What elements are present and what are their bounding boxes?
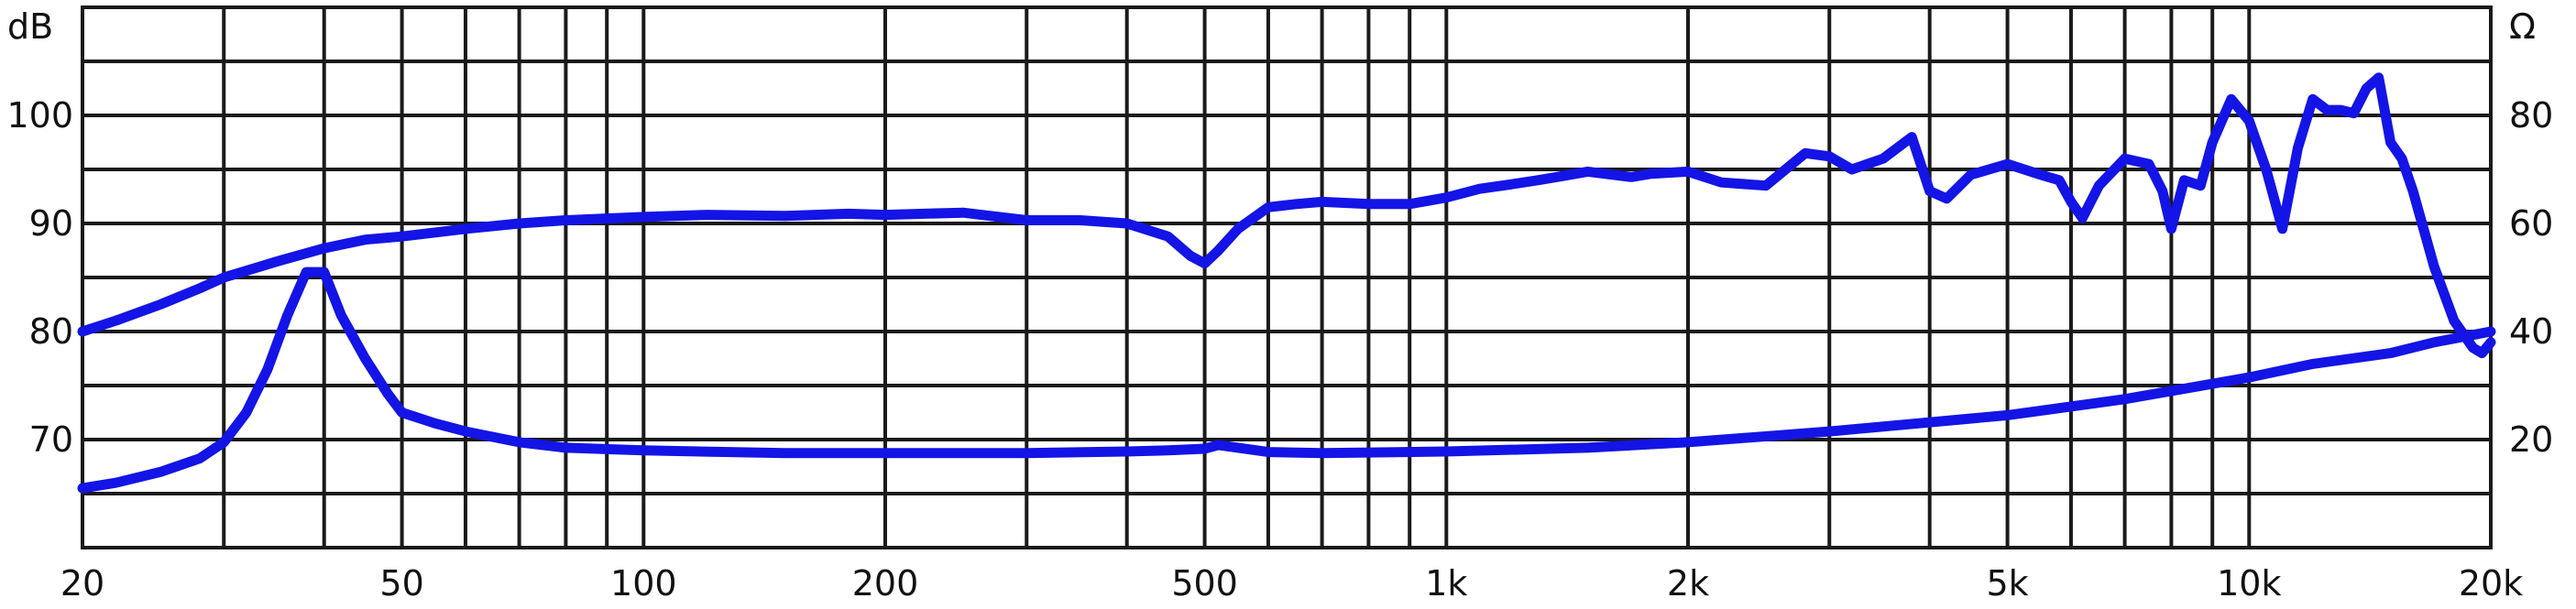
- spl-series-line: [77, 72, 2496, 359]
- y-left-tick-label: 100: [6, 95, 73, 136]
- y-left-tick-label: 70: [29, 419, 73, 460]
- y-right-tick-label: 40: [2509, 311, 2553, 352]
- x-tick-label: 200: [852, 563, 919, 604]
- series-lines: [77, 72, 2496, 494]
- x-tick-label: 50: [379, 563, 423, 604]
- y-left-tick-label: 80: [29, 311, 73, 352]
- x-tick-label: 5k: [1987, 563, 2029, 604]
- axis-labels: 20 50 100 200 500 1k 2k 5k 10k 20k 70 80 90 100 20 40 60…: [6, 6, 2553, 604]
- x-tick-label: 20: [60, 563, 104, 604]
- grid: [81, 5, 2493, 549]
- y-left-unit-label: dB: [7, 6, 53, 47]
- x-tick-label: 10k: [2217, 563, 2281, 604]
- y-left-tick-label: 90: [29, 203, 73, 244]
- y-right-tick-label: 20: [2509, 419, 2553, 460]
- impedance-series-line: [77, 266, 2496, 494]
- x-tick-label: 1k: [1425, 563, 1467, 604]
- y-right-tick-label: 80: [2509, 95, 2553, 136]
- y-right-tick-label: 60: [2509, 203, 2553, 244]
- x-tick-label: 20k: [2459, 563, 2523, 604]
- y-right-unit-label: Ω: [2509, 6, 2536, 47]
- x-tick-label: 500: [1171, 563, 1238, 604]
- x-tick-label: 100: [610, 563, 677, 604]
- x-tick-label: 2k: [1667, 563, 1709, 604]
